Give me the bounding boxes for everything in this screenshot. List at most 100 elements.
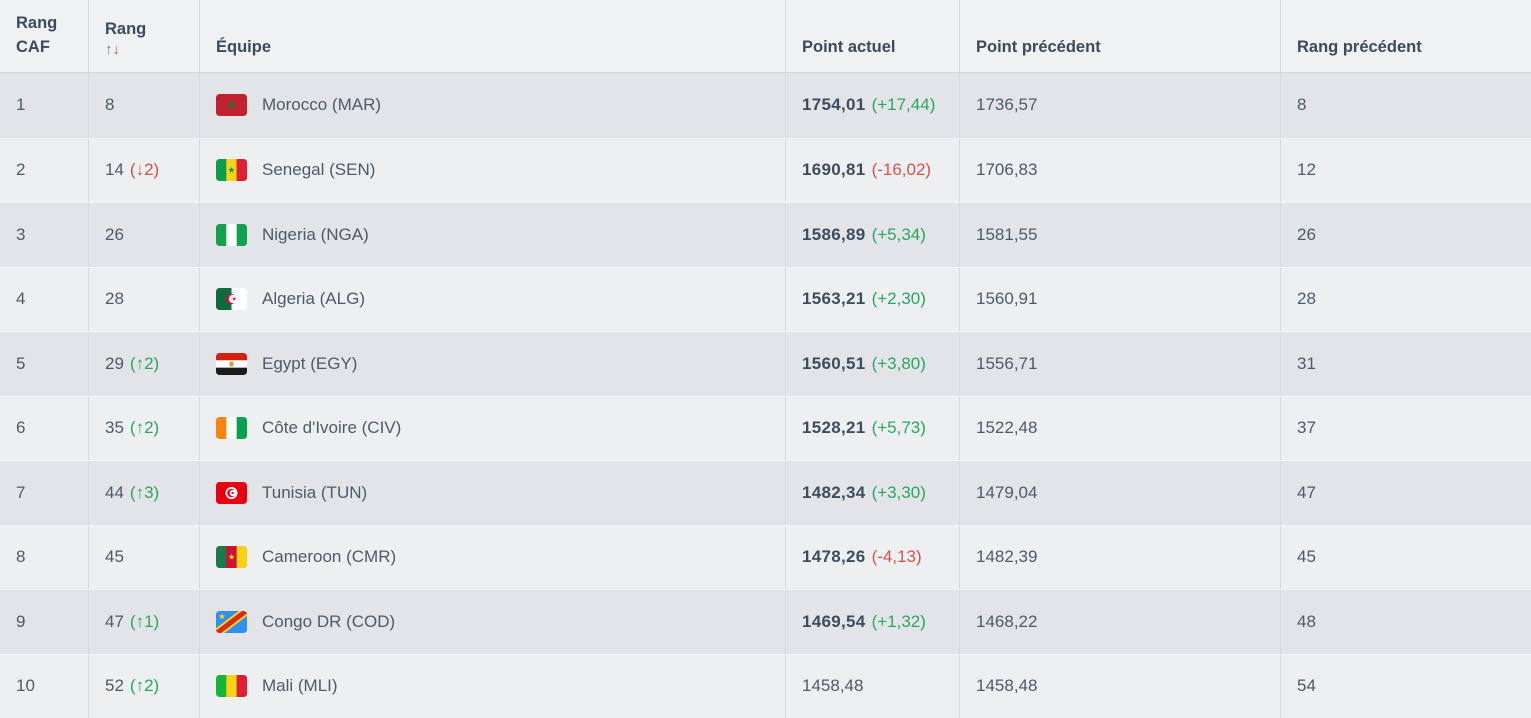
sort-icons[interactable]: ↑↓: [105, 41, 189, 59]
cell-points-current: 1528,21 (+5,73): [785, 396, 959, 460]
team-name: Congo DR (COD): [262, 611, 396, 631]
points-current-value: 1690,81: [802, 160, 866, 180]
rank-previous-value: 54: [1297, 676, 1316, 696]
points-previous-value: 1468,22: [976, 611, 1038, 631]
world-rank-value: 14: [105, 160, 124, 180]
flag-senegal-icon: [216, 159, 247, 182]
table-header-row: Rang CAF Rang ↑↓ Équipe Point actuel Poi…: [0, 0, 1531, 73]
rank-previous-value: 12: [1297, 160, 1316, 180]
rank-caf-value: 5: [16, 353, 26, 373]
cell-rank-previous: 31: [1280, 332, 1531, 396]
flag-nigeria-icon: [216, 223, 247, 246]
points-previous-value: 1482,39: [976, 547, 1038, 567]
table-row: 1 8 Morocco (MAR) 1754,01 (+17,44) 1736,57 8: [0, 73, 1531, 138]
points-current-value: 1482,34: [802, 482, 866, 502]
cell-points-previous: 1581,55: [959, 203, 1280, 267]
rank-previous-value: 8: [1297, 95, 1307, 115]
rank-caf-value: 10: [16, 676, 35, 696]
cell-rank-caf: 5: [0, 332, 88, 396]
cell-points-previous: 1458,48: [959, 654, 1280, 718]
points-delta: (+5,73): [871, 418, 926, 438]
cell-team: Cameroon (CMR): [199, 525, 785, 589]
rank-previous-value: 26: [1297, 224, 1316, 244]
cell-world-rank: 8: [88, 73, 199, 138]
points-delta: (+3,80): [871, 353, 926, 373]
cell-points-previous: 1556,71: [959, 332, 1280, 396]
cell-world-rank: 14 (↓2): [88, 138, 199, 202]
sort-descending-icon[interactable]: ↓: [112, 41, 121, 58]
column-header-rank-sortable[interactable]: Rang ↑↓: [88, 0, 199, 72]
rank-previous-value: 28: [1297, 289, 1316, 309]
cell-points-current: 1469,54 (+1,32): [785, 590, 959, 654]
column-header-rank-caf-label: Rang CAF: [16, 14, 58, 56]
team-name: Algeria (ALG): [262, 289, 365, 309]
column-header-rank-label: Rang: [105, 20, 147, 38]
table-row: 9 47 (↑1) Congo DR (COD) 1469,54 (+1,32) 1468,…: [0, 589, 1531, 654]
cell-points-current: 1478,26 (-4,13): [785, 525, 959, 589]
cell-team: Congo DR (COD): [199, 590, 785, 654]
world-rank-value: 44: [105, 482, 124, 502]
cell-rank-caf: 6: [0, 397, 88, 461]
rank-caf-value: 9: [16, 611, 26, 631]
rank-delta: (↑1): [129, 611, 160, 631]
table-row: 8 45 Cameroon (CMR) 1478,26 (-4,13) 1482,39 45: [0, 524, 1531, 590]
column-header-points-previous-label: Point précédent: [976, 38, 1101, 56]
cell-rank-caf: 1: [0, 73, 88, 138]
rank-delta: (↑2): [129, 418, 160, 438]
cell-rank-caf: 9: [0, 590, 88, 654]
points-previous-value: 1479,04: [976, 482, 1038, 502]
rank-caf-value: 8: [16, 547, 26, 567]
cell-points-previous: 1522,48: [959, 396, 1280, 460]
rank-previous-value: 48: [1297, 611, 1316, 631]
cell-rank-previous: 47: [1280, 461, 1531, 525]
rank-caf-value: 2: [16, 160, 26, 180]
points-current-value: 1586,89: [802, 224, 866, 244]
points-delta: (+2,30): [871, 289, 926, 309]
points-delta: (+5,34): [871, 224, 926, 244]
cell-team: Algeria (ALG): [199, 267, 785, 331]
flag-tunisia-icon: [216, 481, 247, 504]
cell-rank-previous: 8: [1280, 73, 1531, 138]
column-header-team: Équipe: [199, 0, 785, 72]
cell-rank-caf: 2: [0, 139, 88, 203]
rank-caf-value: 6: [16, 418, 26, 438]
points-previous-value: 1560,91: [976, 289, 1038, 309]
table-row: 7 44 (↑3) Tunisia (TUN) 1482,34 (+3,30) 1479,0…: [0, 460, 1531, 525]
table-row: 5 29 (↑2) Egypt (EGY) 1560,51 (+3,80) 1556,71 3…: [0, 331, 1531, 396]
cell-rank-previous: 37: [1280, 396, 1531, 460]
points-previous-value: 1581,55: [976, 224, 1038, 244]
cell-rank-caf: 3: [0, 203, 88, 267]
world-rank-value: 47: [105, 611, 124, 631]
rank-delta: (↑2): [129, 353, 160, 373]
rank-previous-value: 37: [1297, 418, 1316, 438]
cell-rank-previous: 54: [1280, 654, 1531, 718]
cell-points-current: 1482,34 (+3,30): [785, 461, 959, 525]
cell-points-current: 1586,89 (+5,34): [785, 203, 959, 267]
team-name: Egypt (EGY): [262, 353, 358, 373]
cell-points-previous: 1479,04: [959, 461, 1280, 525]
team-name: Tunisia (TUN): [262, 482, 368, 502]
cell-team: Morocco (MAR): [199, 73, 785, 138]
points-delta: (-4,13): [871, 547, 922, 567]
cell-points-current: 1563,21 (+2,30): [785, 267, 959, 331]
world-rank-value: 28: [105, 289, 124, 309]
cell-points-previous: 1736,57: [959, 73, 1280, 138]
cell-world-rank: 28: [88, 267, 199, 331]
cell-points-current: 1690,81 (-16,02): [785, 138, 959, 202]
flag-cote-divoire-icon: [216, 417, 247, 440]
cell-rank-caf: 8: [0, 526, 88, 590]
cell-team: Tunisia (TUN): [199, 461, 785, 525]
table-body: 1 8 Morocco (MAR) 1754,01 (+17,44) 1736,57 8 2 1…: [0, 73, 1531, 718]
rank-delta: (↑3): [129, 482, 160, 502]
team-name: Mali (MLI): [262, 676, 338, 696]
cell-rank-previous: 28: [1280, 267, 1531, 331]
world-rank-value: 35: [105, 418, 124, 438]
cell-points-previous: 1706,83: [959, 138, 1280, 202]
cell-rank-previous: 48: [1280, 590, 1531, 654]
cell-points-previous: 1482,39: [959, 525, 1280, 589]
team-name: Côte d'Ivoire (CIV): [262, 418, 402, 438]
cell-world-rank: 45: [88, 525, 199, 589]
column-header-rank-previous: Rang précédent: [1280, 0, 1531, 72]
sort-ascending-icon[interactable]: ↑: [105, 41, 113, 58]
cell-points-current: 1458,48: [785, 654, 959, 718]
